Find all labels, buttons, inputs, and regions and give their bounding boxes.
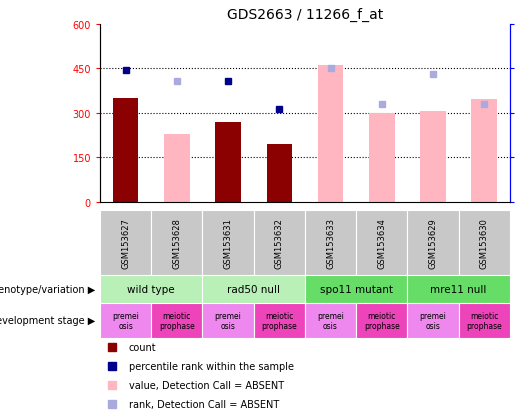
Bar bbox=[471, 100, 497, 202]
Text: value, Detection Call = ABSENT: value, Detection Call = ABSENT bbox=[129, 380, 284, 390]
Text: GSM153629: GSM153629 bbox=[428, 218, 438, 268]
Bar bbox=[459, 211, 510, 275]
Text: GSM153631: GSM153631 bbox=[224, 218, 233, 268]
Bar bbox=[407, 275, 510, 303]
Text: premei
osis: premei osis bbox=[420, 311, 447, 330]
Text: GSM153630: GSM153630 bbox=[480, 218, 489, 268]
Bar bbox=[164, 134, 190, 202]
Bar bbox=[305, 303, 356, 338]
Bar bbox=[305, 211, 356, 275]
Bar bbox=[318, 66, 344, 202]
Bar bbox=[202, 275, 305, 303]
Text: GSM153632: GSM153632 bbox=[275, 218, 284, 268]
Bar bbox=[305, 275, 407, 303]
Title: GDS2663 / 11266_f_at: GDS2663 / 11266_f_at bbox=[227, 8, 383, 22]
Bar bbox=[151, 211, 202, 275]
Text: GSM153634: GSM153634 bbox=[377, 218, 386, 268]
Bar bbox=[100, 211, 151, 275]
Bar bbox=[202, 211, 254, 275]
Text: wild type: wild type bbox=[127, 284, 175, 294]
Bar bbox=[407, 303, 459, 338]
Text: meiotic
prophase: meiotic prophase bbox=[467, 311, 502, 330]
Bar bbox=[254, 211, 305, 275]
Bar bbox=[100, 303, 151, 338]
Text: meiotic
prophase: meiotic prophase bbox=[364, 311, 400, 330]
Bar bbox=[202, 303, 254, 338]
Bar bbox=[420, 112, 446, 202]
Text: premei
osis: premei osis bbox=[317, 311, 344, 330]
Text: GSM153627: GSM153627 bbox=[121, 218, 130, 268]
Text: genotype/variation ▶: genotype/variation ▶ bbox=[0, 284, 95, 294]
Text: meiotic
prophase: meiotic prophase bbox=[262, 311, 297, 330]
Text: meiotic
prophase: meiotic prophase bbox=[159, 311, 195, 330]
Bar bbox=[100, 275, 202, 303]
Text: development stage ▶: development stage ▶ bbox=[0, 316, 95, 326]
Bar bbox=[407, 211, 459, 275]
Text: mre11 null: mre11 null bbox=[431, 284, 487, 294]
Text: GSM153633: GSM153633 bbox=[326, 218, 335, 268]
Bar bbox=[151, 303, 202, 338]
Bar bbox=[254, 303, 305, 338]
Bar bbox=[215, 122, 241, 202]
Text: spo11 mutant: spo11 mutant bbox=[320, 284, 392, 294]
Text: count: count bbox=[129, 342, 157, 353]
Text: GSM153628: GSM153628 bbox=[173, 218, 181, 268]
Bar bbox=[356, 211, 407, 275]
Bar bbox=[459, 303, 510, 338]
Text: premei
osis: premei osis bbox=[215, 311, 242, 330]
Bar bbox=[369, 114, 394, 202]
Bar bbox=[356, 303, 407, 338]
Bar bbox=[266, 145, 292, 202]
Text: rank, Detection Call = ABSENT: rank, Detection Call = ABSENT bbox=[129, 399, 279, 408]
Text: premei
osis: premei osis bbox=[112, 311, 139, 330]
Bar bbox=[113, 99, 139, 202]
Text: rad50 null: rad50 null bbox=[227, 284, 280, 294]
Text: percentile rank within the sample: percentile rank within the sample bbox=[129, 361, 294, 371]
